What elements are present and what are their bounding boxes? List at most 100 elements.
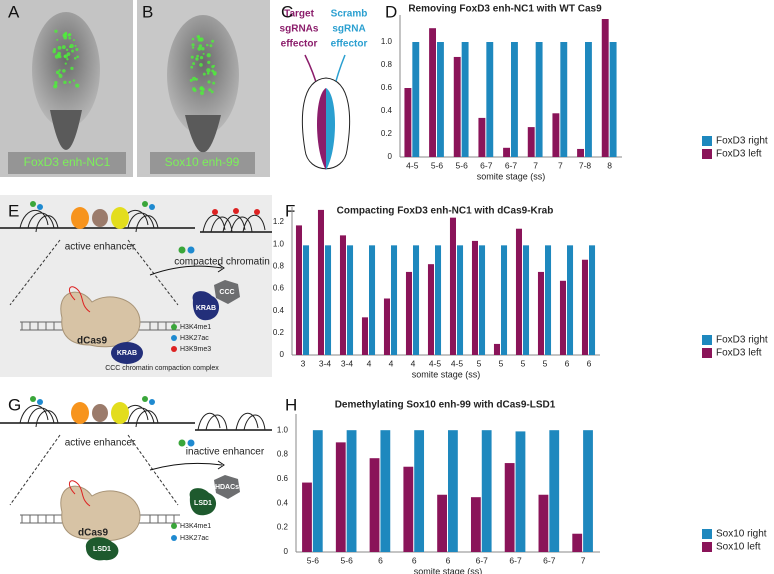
fluorescent-cell (63, 35, 68, 40)
fluorescent-cell (67, 33, 71, 37)
bar (538, 494, 549, 552)
bar (537, 271, 544, 355)
y-tick-label: 1.0 (277, 425, 289, 434)
y-tick-label: 0.4 (381, 106, 393, 115)
fluorescent-cell (199, 55, 204, 60)
bar (515, 228, 522, 355)
bar (549, 430, 560, 552)
x-tick-label: 3-4 (319, 358, 332, 368)
fluorescent-cell (202, 52, 205, 55)
bar (493, 343, 500, 355)
bar (339, 235, 346, 355)
bar (461, 42, 469, 157)
scramble-label: effector (331, 39, 368, 50)
x-tick-label: 6 (378, 555, 383, 565)
fluorescent-cell (198, 44, 203, 48)
y-tick-label: 0.8 (381, 60, 393, 69)
diagram-label: LSD1 (194, 500, 212, 507)
x-tick-label: 6-7 (480, 160, 493, 170)
x-tick-label: 5-6 (456, 160, 469, 170)
panel-label: C (281, 2, 293, 21)
legend-label: FoxD3 right (716, 335, 768, 346)
scramble-label: sgRNA (332, 24, 365, 35)
x-tick-label: 4-5 (451, 358, 464, 368)
y-tick-label: 0.6 (381, 83, 393, 92)
bar (559, 280, 566, 355)
x-tick-label: 7 (558, 160, 563, 170)
fluorescent-cell (64, 32, 68, 36)
bar (486, 42, 494, 157)
x-tick-label: 6-7 (476, 555, 489, 565)
fluorescent-cell (66, 58, 69, 61)
bar (295, 225, 302, 355)
fluorescent-cell (73, 56, 77, 60)
panel-label: B (142, 2, 153, 21)
y-tick-label: 0 (284, 547, 289, 556)
bar (412, 42, 420, 157)
chart-title: Removing FoxD3 enh-NC1 with WT Cas9 (408, 4, 602, 15)
fluorescent-cell (75, 47, 79, 52)
fluorescent-cell (206, 72, 210, 75)
fluorescent-cell (213, 73, 216, 76)
target-label: sgRNAs (280, 24, 319, 35)
legend-swatch (702, 136, 712, 146)
bar (479, 245, 486, 355)
diagram-note: CCC chromatin compaction complex (105, 365, 219, 372)
fluorescent-cell (206, 43, 209, 47)
diagram-g: active enhancer dCas9 LSD1 inactive enha… (0, 396, 272, 561)
legend-swatch (702, 529, 712, 539)
bar (501, 245, 508, 355)
fluorescent-cell (66, 52, 71, 57)
fluorescent-cell (197, 47, 202, 51)
x-tick-label: 5 (477, 358, 482, 368)
x-tick-label: 4 (389, 358, 394, 368)
legend-swatch (702, 149, 712, 159)
bar (361, 317, 368, 355)
fluorescent-cell (212, 64, 216, 67)
fluorescent-cell (199, 86, 203, 91)
bar (515, 431, 526, 552)
bar (437, 494, 447, 552)
bar (405, 271, 412, 355)
fluorescent-cell (207, 80, 211, 84)
fluorescent-cell (55, 70, 60, 75)
legend-swatch (702, 542, 712, 552)
fluorescent-cell (63, 80, 67, 85)
bar (335, 442, 346, 552)
legend-label: H3K9me3 (180, 346, 211, 353)
fluorescent-cell (195, 57, 198, 60)
y-tick-label: 0 (280, 350, 285, 359)
bar (391, 245, 398, 355)
bar (448, 430, 458, 552)
x-tick-label: 8 (607, 160, 612, 170)
bar (347, 245, 354, 355)
x-tick-label: 5 (543, 358, 548, 368)
legend-label: Sox10 right (716, 529, 767, 540)
fluorescent-cell (199, 90, 205, 96)
diagram-label: CCC (219, 289, 234, 296)
fluorescent-cell (207, 60, 211, 65)
fluorescent-cell (199, 63, 203, 67)
x-tick-label: 6-7 (543, 555, 556, 565)
fluorescent-cell (69, 43, 74, 49)
fluorescent-cell (76, 55, 79, 59)
bar (527, 127, 535, 157)
y-tick-label: 0 (388, 152, 393, 161)
bar (511, 42, 518, 157)
bar (523, 245, 530, 355)
x-tick-label: 5-6 (341, 555, 354, 565)
fluorescent-cell (65, 48, 69, 52)
x-tick-label: 6 (587, 358, 592, 368)
y-tick-label: 0.4 (277, 498, 289, 507)
x-axis-label: somite stage (ss) (412, 369, 481, 379)
fluorescent-cell (208, 88, 212, 92)
fluorescent-cell (68, 36, 71, 40)
fluorescent-cell (201, 47, 205, 51)
diagram-label: KRAB (196, 305, 216, 312)
x-tick-label: 6-7 (509, 555, 522, 565)
bar (470, 497, 481, 552)
target-label: Target (284, 9, 314, 20)
fluorescent-cell (209, 44, 213, 48)
fluorescent-cell (71, 49, 74, 53)
y-tick-label: 1.0 (273, 239, 285, 248)
